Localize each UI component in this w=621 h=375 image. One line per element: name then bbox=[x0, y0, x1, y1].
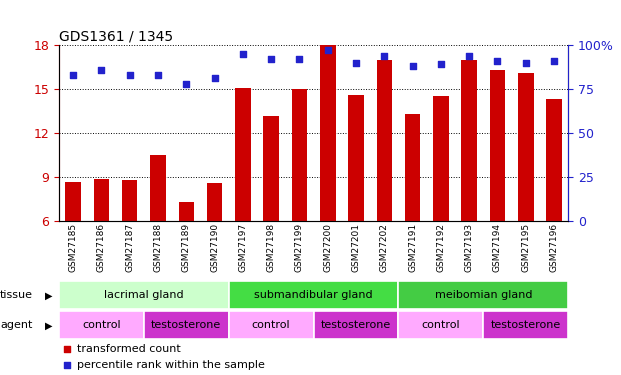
Bar bbox=[348, 95, 364, 221]
Bar bbox=[59, 311, 144, 339]
Text: tissue: tissue bbox=[0, 290, 33, 300]
Point bbox=[125, 72, 135, 78]
Text: GDS1361 / 1345: GDS1361 / 1345 bbox=[59, 30, 173, 44]
Point bbox=[210, 75, 220, 81]
Point bbox=[436, 62, 446, 68]
Bar bbox=[263, 116, 279, 221]
Point bbox=[407, 63, 417, 69]
Point bbox=[549, 58, 559, 64]
Text: ▶: ▶ bbox=[45, 290, 53, 300]
Point bbox=[266, 56, 276, 62]
Bar bbox=[144, 311, 229, 339]
Point bbox=[61, 346, 71, 352]
Bar bbox=[229, 311, 314, 339]
Bar bbox=[314, 311, 399, 339]
Bar bbox=[94, 178, 109, 221]
Bar bbox=[483, 311, 568, 339]
Text: lacrimal gland: lacrimal gland bbox=[104, 290, 184, 300]
Bar bbox=[292, 89, 307, 221]
Text: control: control bbox=[252, 320, 291, 330]
Bar bbox=[59, 281, 229, 309]
Text: testosterone: testosterone bbox=[321, 320, 391, 330]
Text: testosterone: testosterone bbox=[151, 320, 222, 330]
Text: submandibular gland: submandibular gland bbox=[254, 290, 373, 300]
Point bbox=[153, 72, 163, 78]
Bar bbox=[207, 183, 222, 221]
Bar bbox=[399, 281, 568, 309]
Point bbox=[492, 58, 502, 64]
Point bbox=[351, 60, 361, 66]
Text: control: control bbox=[82, 320, 120, 330]
Bar bbox=[405, 114, 420, 221]
Bar bbox=[122, 180, 137, 221]
Bar bbox=[320, 45, 335, 221]
Text: testosterone: testosterone bbox=[491, 320, 561, 330]
Point bbox=[521, 60, 531, 66]
Point bbox=[96, 67, 106, 73]
Text: percentile rank within the sample: percentile rank within the sample bbox=[77, 360, 265, 370]
Bar bbox=[518, 73, 533, 221]
Bar bbox=[65, 182, 81, 221]
Point bbox=[379, 53, 389, 58]
Point bbox=[68, 72, 78, 78]
Text: meibomian gland: meibomian gland bbox=[435, 290, 532, 300]
Bar bbox=[490, 70, 505, 221]
Bar bbox=[235, 88, 251, 221]
Bar bbox=[376, 60, 392, 221]
Bar bbox=[433, 96, 449, 221]
Bar bbox=[546, 99, 562, 221]
Text: control: control bbox=[422, 320, 460, 330]
Bar bbox=[150, 155, 166, 221]
Bar bbox=[229, 281, 399, 309]
Point bbox=[294, 56, 304, 62]
Bar bbox=[178, 202, 194, 221]
Point bbox=[61, 362, 71, 368]
Text: agent: agent bbox=[0, 320, 32, 330]
Point bbox=[238, 51, 248, 57]
Bar bbox=[399, 311, 483, 339]
Text: ▶: ▶ bbox=[45, 320, 53, 330]
Point bbox=[323, 47, 333, 53]
Point bbox=[181, 81, 191, 87]
Bar bbox=[461, 60, 477, 221]
Text: transformed count: transformed count bbox=[77, 344, 181, 354]
Point bbox=[465, 53, 474, 58]
